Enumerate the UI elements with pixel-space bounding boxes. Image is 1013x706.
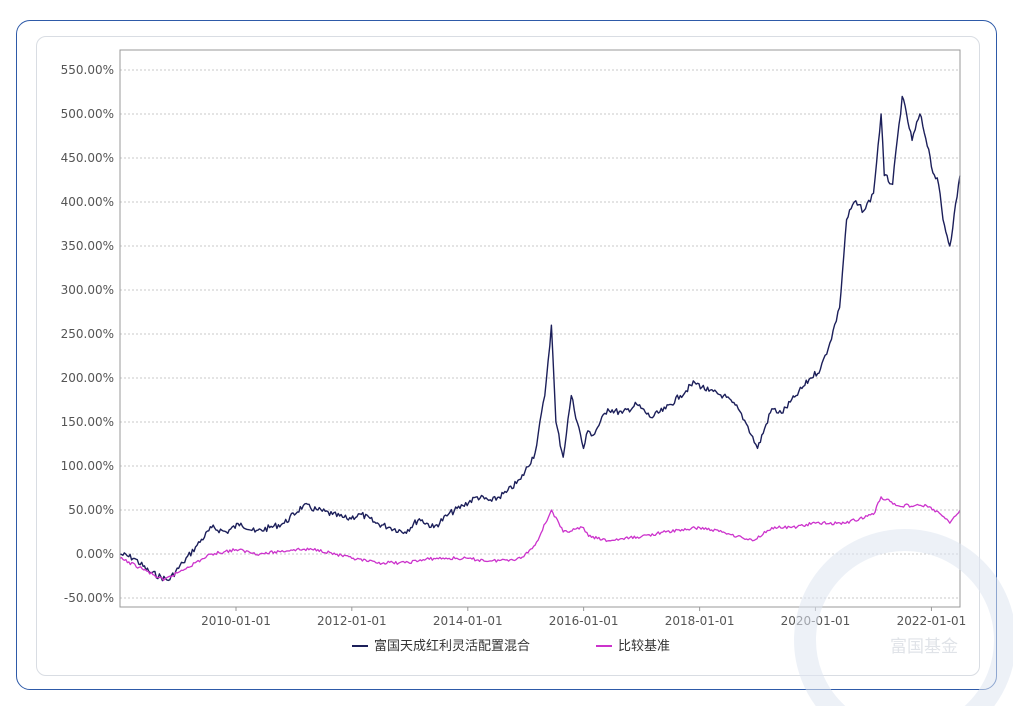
legend-label: 富国天成红利灵活配置混合 [374, 638, 530, 654]
y-tick-label: 300.00% [61, 283, 114, 297]
y-tick-label: 200.00% [61, 371, 114, 385]
series-lines [119, 95, 961, 582]
series-line-benchmark [119, 496, 961, 582]
x-tick-label: 2012-01-01 [317, 614, 387, 628]
watermark-text: 富国基金 [890, 637, 958, 657]
y-tick-label: 450.00% [61, 151, 114, 165]
y-tick-label: 250.00% [61, 327, 114, 341]
y-tick-label: 400.00% [61, 195, 114, 209]
y-tick-label: 0.00% [76, 547, 114, 561]
y-tick-label: 500.00% [61, 107, 114, 121]
x-axis-ticks: 2010-01-01 2012-01-01 2014-01-01 2016-01-01… [201, 607, 966, 628]
legend-label: 比较基准 [618, 639, 670, 654]
x-tick-label: 2014-01-01 [433, 614, 503, 628]
y-tick-label: -50.00% [64, 591, 114, 605]
y-tick-label: 350.00% [61, 239, 114, 253]
series-line-fund [119, 95, 961, 582]
legend: 富国天成红利灵活配置混合 比较基准 [352, 638, 670, 654]
x-tick-label: 2016-01-01 [549, 614, 619, 628]
watermark-logo: 富国基金 [794, 529, 1013, 706]
y-tick-label: 550.00% [61, 63, 114, 77]
x-tick-label: 2010-01-01 [201, 614, 271, 628]
grid-lines [120, 69, 960, 599]
plot-area-border [119, 49, 961, 608]
y-tick-label: 150.00% [61, 415, 114, 429]
y-axis-ticks: 550.00% 500.00% 450.00% 400.00% 350.00% 300.0… [61, 63, 114, 605]
x-tick-label: 2018-01-01 [665, 614, 735, 628]
x-tick-label: 2022-01-01 [897, 614, 967, 628]
y-tick-label: 50.00% [68, 503, 114, 517]
y-tick-label: 100.00% [61, 459, 114, 473]
